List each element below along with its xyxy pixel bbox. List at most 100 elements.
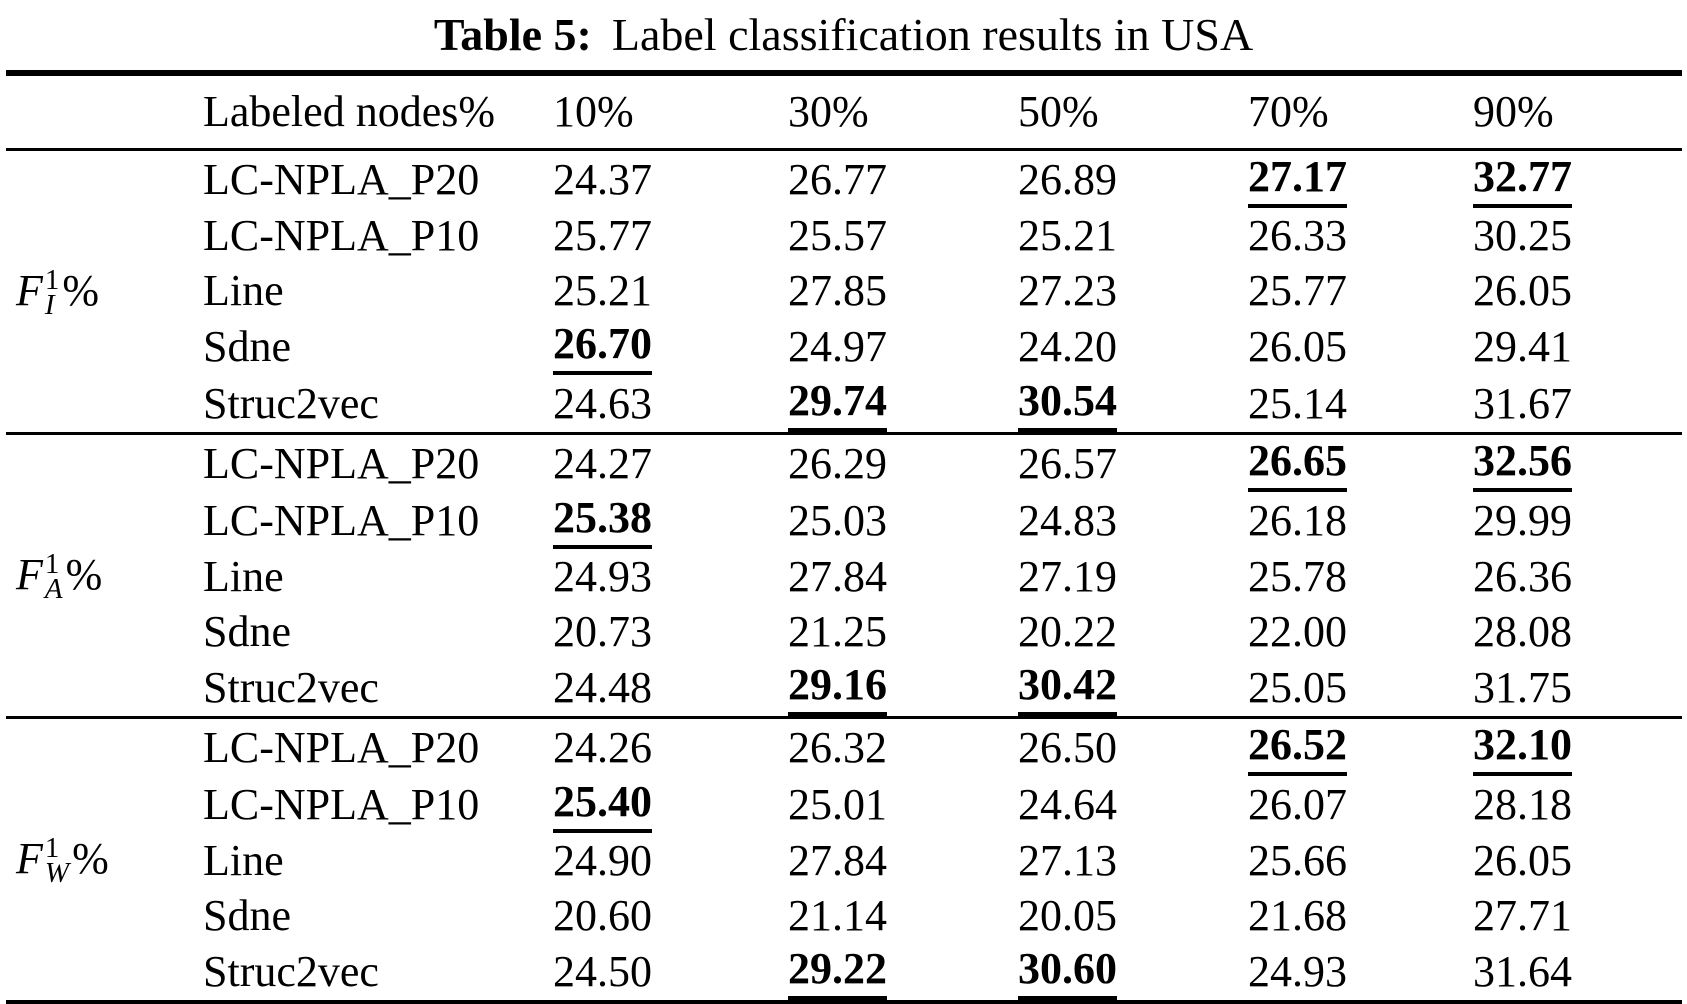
value-cell: 24.97 [788, 318, 1018, 375]
value: 25.57 [788, 210, 887, 260]
value-cell: 20.60 [553, 888, 788, 943]
results-table: Labeled nodes% 10% 30% 50% 70% 90% F 1 I% L… [6, 70, 1682, 1004]
value-cell: 27.13 [1018, 833, 1248, 888]
table-row: Line 24.93 27.84 27.19 25.78 26.36 [6, 549, 1682, 604]
value-cell: 27.19 [1018, 549, 1248, 604]
value-cell: 31.75 [1473, 659, 1682, 718]
header-col-50pct: 50% [1018, 87, 1099, 137]
value: 25.14 [1248, 378, 1347, 428]
value: 31.75 [1473, 662, 1572, 712]
value: 24.50 [553, 946, 652, 996]
value-cell: 26.70 [553, 318, 788, 375]
table-row: LC-NPLA_P10 25.38 25.03 24.83 26.18 29.99 [6, 492, 1682, 549]
value-cell: 25.14 [1248, 375, 1473, 434]
method-name: LC-NPLA_P20 [203, 154, 480, 204]
table-row: LC-NPLA_P10 25.40 25.01 24.64 26.07 28.18 [6, 776, 1682, 833]
value-cell: 25.77 [1248, 263, 1473, 318]
value-cell: 29.74 [788, 375, 1018, 434]
metric-percent: % [62, 265, 100, 315]
value: 26.05 [1473, 265, 1572, 315]
caption-label: Table 5: [433, 9, 592, 60]
value: 27.85 [788, 265, 887, 315]
value-cell: 26.57 [1018, 433, 1248, 492]
value-cell: 24.48 [553, 659, 788, 718]
value-cell: 25.01 [788, 776, 1018, 833]
value: 27.84 [788, 551, 887, 601]
value-cell: 27.84 [788, 833, 1018, 888]
best-value: 30.42 [1018, 662, 1117, 716]
value-cell: 24.26 [553, 717, 788, 776]
value: 26.33 [1248, 210, 1347, 260]
value-cell: 31.67 [1473, 375, 1682, 434]
value: 26.29 [788, 438, 887, 488]
table-row: Sdne 20.73 21.25 20.22 22.00 28.08 [6, 604, 1682, 659]
value-cell: 30.42 [1018, 659, 1248, 718]
value: 24.93 [1248, 946, 1347, 996]
value-cell: 28.18 [1473, 776, 1682, 833]
value-cell: 21.25 [788, 604, 1018, 659]
value: 26.32 [788, 722, 887, 772]
best-value: 29.74 [788, 378, 887, 432]
value-cell: 25.78 [1248, 549, 1473, 604]
value: 26.05 [1473, 835, 1572, 885]
value: 26.50 [1018, 722, 1117, 772]
metric-percent: % [72, 833, 109, 883]
table-row: LC-NPLA_P10 25.77 25.57 25.21 26.33 30.25 [6, 208, 1682, 263]
table-row: F 1 A% LC-NPLA_P20 24.27 26.29 26.57 26.65 32.56 [6, 433, 1682, 603]
value-cell: 31.64 [1473, 943, 1682, 1004]
value: 26.89 [1018, 154, 1117, 204]
value: 25.21 [1018, 210, 1117, 260]
value-cell: 24.93 [553, 549, 788, 604]
header-col-90pct: 90% [1473, 87, 1554, 137]
header-row: Labeled nodes% 10% 30% 50% 70% 90% [6, 73, 1682, 149]
best-value: 29.22 [788, 946, 887, 1000]
metric-superscript: 1 [44, 548, 60, 581]
value: 26.07 [1248, 779, 1347, 829]
metric-formula: F 1 I% [16, 265, 100, 320]
table-row: F 1 I% LC-NPLA_P20 24.37 26.77 26.89 27.17 32.77 [6, 149, 1682, 319]
value: 29.99 [1473, 495, 1572, 545]
metric-label: F 1 I% [6, 149, 203, 433]
value-cell: 32.77 [1473, 149, 1682, 208]
value: 24.48 [553, 662, 652, 712]
method-name: LC-NPLA_P10 [203, 495, 480, 545]
value: 24.20 [1018, 321, 1117, 371]
method-name: LC-NPLA_P10 [203, 779, 480, 829]
value: 22.00 [1248, 606, 1347, 656]
value: 24.93 [553, 551, 652, 601]
value: 24.83 [1018, 495, 1117, 545]
value-cell: 30.25 [1473, 208, 1682, 263]
value: 31.67 [1473, 378, 1572, 428]
value-cell: 27.17 [1248, 149, 1473, 208]
metric-superscript: 1 [44, 832, 60, 865]
value-cell: 29.16 [788, 659, 1018, 718]
header-col-30pct: 30% [788, 87, 869, 137]
value-cell: 24.83 [1018, 492, 1248, 549]
value-cell: 27.84 [788, 549, 1018, 604]
value-cell: 26.52 [1248, 717, 1473, 776]
value: 26.36 [1473, 551, 1572, 601]
value: 26.18 [1248, 495, 1347, 545]
value-cell: 25.57 [788, 208, 1018, 263]
value-cell: 27.85 [788, 263, 1018, 318]
value: 20.05 [1018, 890, 1117, 940]
value-cell: 29.22 [788, 943, 1018, 1004]
value-cell: 25.40 [553, 776, 788, 833]
value: 27.84 [788, 835, 887, 885]
value: 27.19 [1018, 551, 1117, 601]
table-row: Struc2vec 24.48 29.16 30.42 25.05 31.75 [6, 659, 1682, 718]
table-row: Struc2vec 24.50 29.22 30.60 24.93 31.64 [6, 943, 1682, 1004]
value-cell: 30.54 [1018, 375, 1248, 434]
value-cell: 21.68 [1248, 888, 1473, 943]
value: 20.60 [553, 890, 652, 940]
value: 26.77 [788, 154, 887, 204]
value: 24.37 [553, 154, 652, 204]
value-cell: 25.21 [553, 263, 788, 318]
best-value: 29.16 [788, 662, 887, 716]
metric-group-i: F 1 I% LC-NPLA_P20 24.37 26.77 26.89 27.17 32.77… [6, 149, 1682, 433]
value: 29.41 [1473, 321, 1572, 371]
value: 25.03 [788, 495, 887, 545]
value-cell: 24.50 [553, 943, 788, 1004]
